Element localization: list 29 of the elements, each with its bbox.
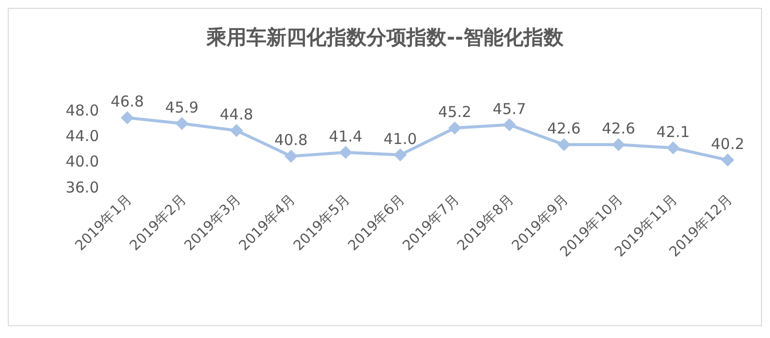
data-label: 42.6 <box>602 120 636 138</box>
point <box>339 146 352 159</box>
data-label: 42.6 <box>547 120 581 138</box>
y-tick-label: 48.0 <box>66 101 99 120</box>
data-label: 42.1 <box>656 122 690 141</box>
data-label: 41.0 <box>384 130 417 148</box>
point <box>666 141 680 154</box>
point <box>284 150 298 163</box>
data-label: 40.2 <box>711 135 744 154</box>
data-label: 44.8 <box>220 106 254 124</box>
point <box>230 124 243 138</box>
data-label: 46.8 <box>110 92 144 111</box>
y-tick-label: 44.0 <box>66 126 99 145</box>
data-label: 45.2 <box>438 102 472 121</box>
y-tick-label: 40.0 <box>66 152 99 171</box>
point <box>120 111 134 124</box>
chart-title: 乘用车新四化指数分项指数--智能化指数 <box>206 25 564 49</box>
point <box>394 148 407 162</box>
data-label: 40.8 <box>274 131 308 150</box>
point <box>557 138 570 152</box>
point <box>175 116 188 130</box>
data-label: 45.7 <box>492 100 526 118</box>
point <box>448 121 462 134</box>
y-tick-label: 36.0 <box>66 178 99 196</box>
data-label: 45.9 <box>165 98 199 116</box>
point <box>502 118 516 132</box>
point <box>612 138 626 152</box>
data-label: 41.4 <box>328 127 362 146</box>
point <box>721 154 734 167</box>
